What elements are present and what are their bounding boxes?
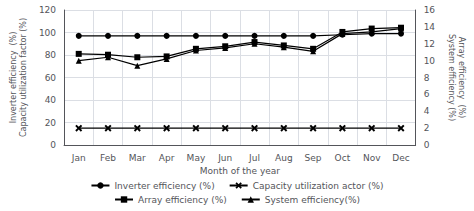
svg-text:6: 6 [424, 89, 430, 99]
svg-text:System efficiency (%): System efficiency (%) [447, 34, 456, 121]
svg-text:Dec: Dec [392, 153, 409, 163]
svg-text:Capacity utilization factor (%: Capacity utilization factor (%) [19, 18, 28, 137]
svg-text:Feb: Feb [100, 153, 116, 163]
svg-text:Apr: Apr [159, 153, 175, 163]
svg-text:40: 40 [45, 95, 57, 105]
svg-text:Array efficiency (%): Array efficiency (%) [457, 37, 466, 118]
svg-text:20: 20 [45, 118, 57, 128]
svg-text:Inverter efficiency (%): Inverter efficiency (%) [9, 32, 18, 124]
svg-text:60: 60 [45, 73, 57, 83]
svg-text:Inverter efficiency (%): Inverter efficiency (%) [114, 181, 214, 191]
svg-text:16: 16 [424, 5, 436, 15]
svg-text:8: 8 [424, 73, 430, 83]
svg-text:80: 80 [45, 50, 57, 60]
svg-text:Mar: Mar [129, 153, 146, 163]
svg-text:Jan: Jan [71, 153, 86, 163]
svg-text:0: 0 [50, 140, 56, 150]
svg-text:Capacity utilization actor (%): Capacity utilization actor (%) [253, 181, 384, 191]
svg-text:2: 2 [424, 123, 430, 133]
svg-text:System efficiency(%): System efficiency(%) [265, 195, 360, 205]
svg-text:May: May [187, 153, 206, 163]
svg-text:14: 14 [424, 22, 436, 32]
svg-text:Month of the year: Month of the year [200, 166, 281, 176]
svg-text:120: 120 [39, 5, 56, 15]
svg-text:12: 12 [424, 39, 435, 49]
svg-text:Jul: Jul [248, 153, 260, 163]
svg-text:Array efficiency (%): Array efficiency (%) [138, 195, 227, 205]
svg-text:Jun: Jun [217, 153, 232, 163]
svg-text:0: 0 [424, 140, 430, 150]
svg-text:Nov: Nov [363, 153, 381, 163]
svg-text:Sep: Sep [305, 153, 322, 163]
svg-text:4: 4 [424, 106, 430, 116]
svg-text:100: 100 [39, 28, 56, 38]
svg-text:Aug: Aug [275, 153, 293, 163]
svg-text:10: 10 [424, 56, 436, 66]
svg-text:Oct: Oct [335, 153, 351, 163]
